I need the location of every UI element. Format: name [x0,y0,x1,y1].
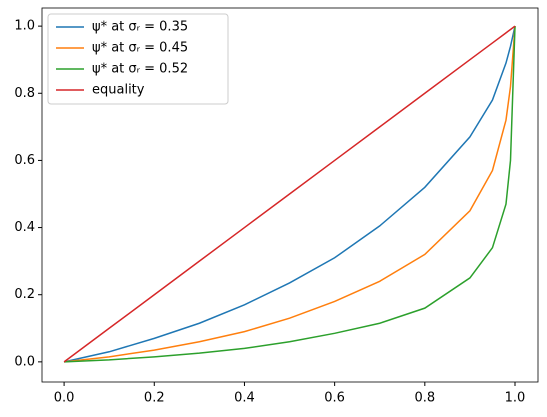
x-tick-label: 0.8 [414,391,435,406]
axes-frame [41,7,539,383]
legend-box [47,13,229,105]
legend-label: ψ* at σᵣ = 0.35 [92,20,188,35]
line [63,25,516,363]
line [63,25,516,363]
x-tick-label: 0.2 [144,391,165,406]
legend-label: ψ* at σᵣ = 0.52 [92,62,188,77]
y-tick-label: 0.8 [14,86,35,101]
y-tick-label: 0.6 [14,153,35,168]
y-tick-label: 1.0 [14,19,35,34]
line [64,26,516,363]
y-tick-label: 0.0 [14,354,35,369]
legend-label: equality [92,83,145,98]
x-tick-label: 0.4 [234,391,255,406]
x-tick-label: 0.0 [54,391,75,406]
x-tick-label: 0.6 [324,391,345,406]
legend-label: ψ* at σᵣ = 0.45 [92,41,188,56]
x-tick-label: 1.0 [505,391,526,406]
line [64,26,516,363]
y-tick-label: 0.2 [14,287,35,302]
y-tick-label: 0.4 [14,220,35,235]
